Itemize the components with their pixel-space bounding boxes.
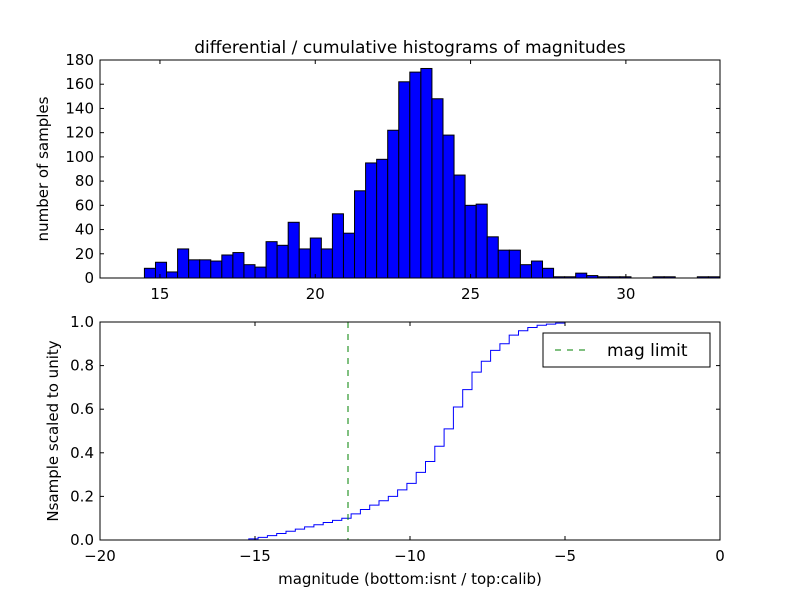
axes-frame	[99, 59, 721, 279]
histogram-bar	[276, 244, 289, 279]
x-tick-label: 20	[306, 285, 325, 303]
histogram-bar	[354, 190, 367, 279]
histogram-bar	[398, 81, 411, 279]
histogram-bar	[475, 203, 488, 279]
histogram-bar	[497, 249, 510, 279]
histogram-bar	[320, 248, 333, 279]
cumulative-line	[100, 321, 720, 541]
legend-label: mag limit	[607, 341, 688, 361]
histogram-bar	[464, 204, 477, 279]
y-tick-label: 0	[84, 269, 94, 287]
x-tick-label: −20	[84, 547, 116, 565]
histogram-bar	[431, 98, 444, 279]
histogram-bar	[298, 248, 311, 279]
y-tick-label: 1.0	[70, 313, 94, 331]
y-tick-label: 80	[75, 172, 94, 190]
histogram-bar	[530, 260, 544, 279]
histogram-bar	[542, 267, 555, 279]
y-tick-label: 120	[65, 124, 94, 142]
histogram-bar	[177, 248, 190, 279]
x-tick-label: −15	[239, 547, 271, 565]
bottom-xlabel: magnitude (bottom:isnt / top:calib)	[278, 570, 542, 588]
y-tick-label: 180	[65, 51, 94, 69]
y-tick-label: 60	[75, 196, 94, 214]
histogram-bar	[342, 232, 356, 279]
top-ylabel: number of samples	[34, 96, 52, 241]
histogram-bar	[166, 271, 179, 279]
histogram-bar	[420, 67, 433, 279]
y-tick-label: 0.4	[70, 444, 94, 462]
x-tick-label: −10	[394, 547, 426, 565]
histogram-bar	[575, 272, 588, 279]
histogram-bar	[199, 259, 212, 279]
bottom-ylabel: Nsample scaled to unity	[44, 340, 62, 521]
histogram-bar	[254, 266, 267, 279]
histogram-bar	[243, 264, 256, 279]
histogram-bar	[508, 249, 521, 279]
histogram-bar	[486, 236, 499, 279]
histogram-bar	[232, 252, 245, 279]
histogram-bar	[331, 213, 344, 279]
histogram-bar	[442, 134, 455, 279]
x-tick-label: 30	[616, 285, 635, 303]
legend: mag limit	[542, 332, 711, 368]
histogram-bar	[409, 71, 422, 279]
histogram-bar	[188, 259, 201, 279]
y-tick-label: 0.2	[70, 487, 94, 505]
chart-title: differential / cumulative histograms of …	[194, 38, 626, 58]
y-tick-label: 40	[75, 221, 94, 239]
histogram-bar	[221, 254, 234, 279]
histogram-bar	[210, 260, 223, 279]
histogram-bar	[154, 261, 168, 279]
y-tick-label: 140	[65, 99, 94, 117]
histogram-axes: 15 20 25 30 0 20 40 60 80 100 120 140 160 180	[65, 51, 721, 303]
histogram-bar	[309, 237, 322, 279]
y-tick-label: 0.6	[70, 400, 94, 418]
y-tick-label: 100	[65, 148, 94, 166]
histogram-bar	[519, 264, 532, 279]
y-tick-label: 0.8	[70, 357, 94, 375]
histogram-bar	[287, 221, 300, 279]
y-tick-label: 160	[65, 75, 94, 93]
x-tick-label: 15	[150, 285, 169, 303]
cumulative-axes: −20 −15 −10 −5 0 0.0 0.2 0.4 0.6 0.8 1.0	[70, 313, 725, 565]
histogram-bar	[453, 174, 466, 279]
x-tick-label: 25	[461, 285, 480, 303]
histogram-bar	[365, 162, 378, 279]
y-tick-label: 20	[75, 245, 94, 263]
histogram-bar	[376, 158, 389, 279]
histogram-bar	[387, 129, 400, 279]
x-tick-label: 0	[715, 547, 725, 565]
histogram-bar	[265, 241, 278, 279]
histogram-bar	[143, 267, 156, 279]
y-tick-label: 0.0	[70, 531, 94, 549]
x-tick-label: −5	[554, 547, 576, 565]
